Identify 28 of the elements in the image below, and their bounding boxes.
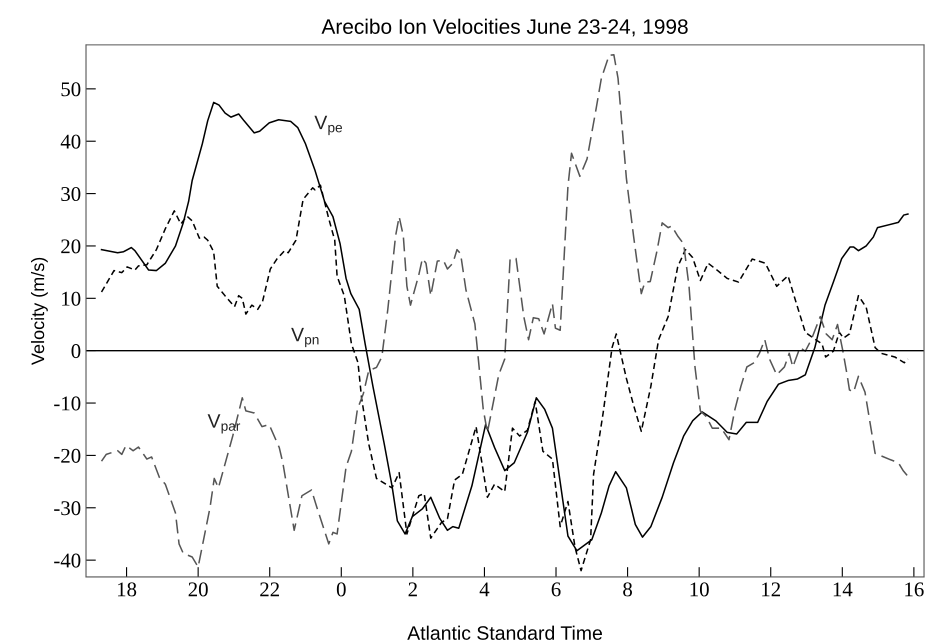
y-tick-label: 20 (61, 239, 80, 254)
x-tick-label: 0 (336, 582, 346, 596)
x-tick-label: 10 (690, 582, 709, 596)
chart-title: Arecibo Ion Velocities June 23-24, 1998 (321, 18, 688, 36)
y-tick-label: 0 (72, 344, 80, 358)
y-tick-label: -40 (54, 554, 80, 568)
x-axis-title: Atlantic Standard Time (407, 626, 602, 640)
x-tick-label: 20 (188, 582, 208, 596)
x-tick-label: 14 (834, 582, 852, 596)
x-tick-label: 6 (552, 582, 561, 596)
y-tick-label: -10 (54, 396, 80, 410)
series-label: V$_{pn}$ (291, 328, 318, 348)
y-tick-label: 50 (62, 82, 80, 96)
x-tick-label: 2 (408, 582, 417, 596)
y-tick-label: -20 (54, 448, 80, 463)
y-tick-label: 40 (60, 134, 80, 149)
y-tick-label: -30 (54, 501, 80, 516)
x-tick-label: 18 (118, 582, 136, 596)
series-label: V$_{pe}$ (314, 116, 342, 136)
x-tick-label: 4 (480, 582, 490, 596)
x-tick-label: 16 (905, 582, 924, 596)
y-tick-label: 30 (61, 186, 80, 202)
y-axis-title: Velocity (m/s) (30, 258, 48, 365)
x-tick-label: 22 (260, 582, 279, 596)
x-tick-label: 12 (762, 582, 780, 596)
x-tick-label: 8 (623, 582, 632, 596)
series-label: V$_{par}$ (208, 414, 240, 434)
y-tick-label: 10 (62, 292, 80, 306)
